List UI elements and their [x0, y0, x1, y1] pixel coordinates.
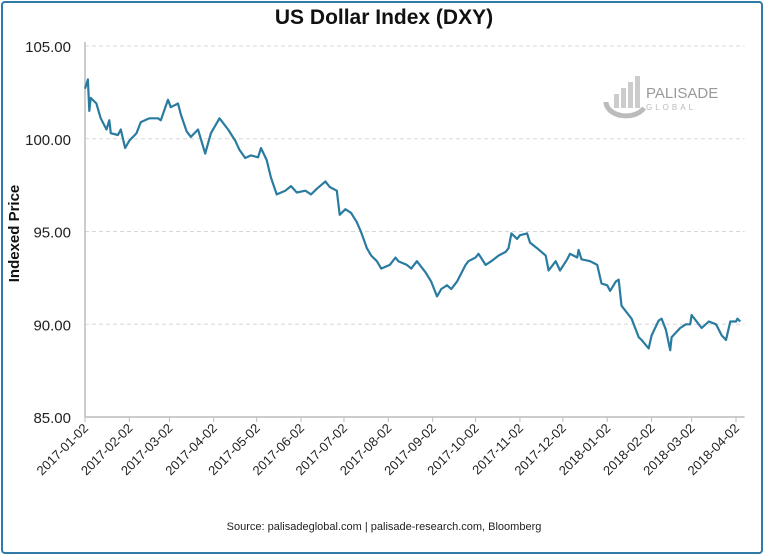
y-tick-label: 100.00 — [25, 132, 71, 149]
chart-title: US Dollar Index (DXY) — [274, 6, 494, 29]
y-tick-label: 85.00 — [33, 410, 71, 427]
y-tick-label: 105.00 — [25, 39, 71, 56]
y-tick-label: 95.00 — [33, 225, 71, 242]
svg-text:GLOBAL: GLOBAL — [646, 103, 696, 112]
y-axis-label: Indexed Price — [6, 185, 23, 283]
y-tick-label: 90.00 — [33, 317, 71, 334]
svg-text:PALISADE: PALISADE — [646, 85, 718, 102]
dxy-series-line — [83, 78, 742, 352]
palisade-logo: PALISADE GLOBAL — [603, 76, 718, 119]
source-note: Source: palisadeglobal.com | palisade-re… — [226, 521, 542, 533]
